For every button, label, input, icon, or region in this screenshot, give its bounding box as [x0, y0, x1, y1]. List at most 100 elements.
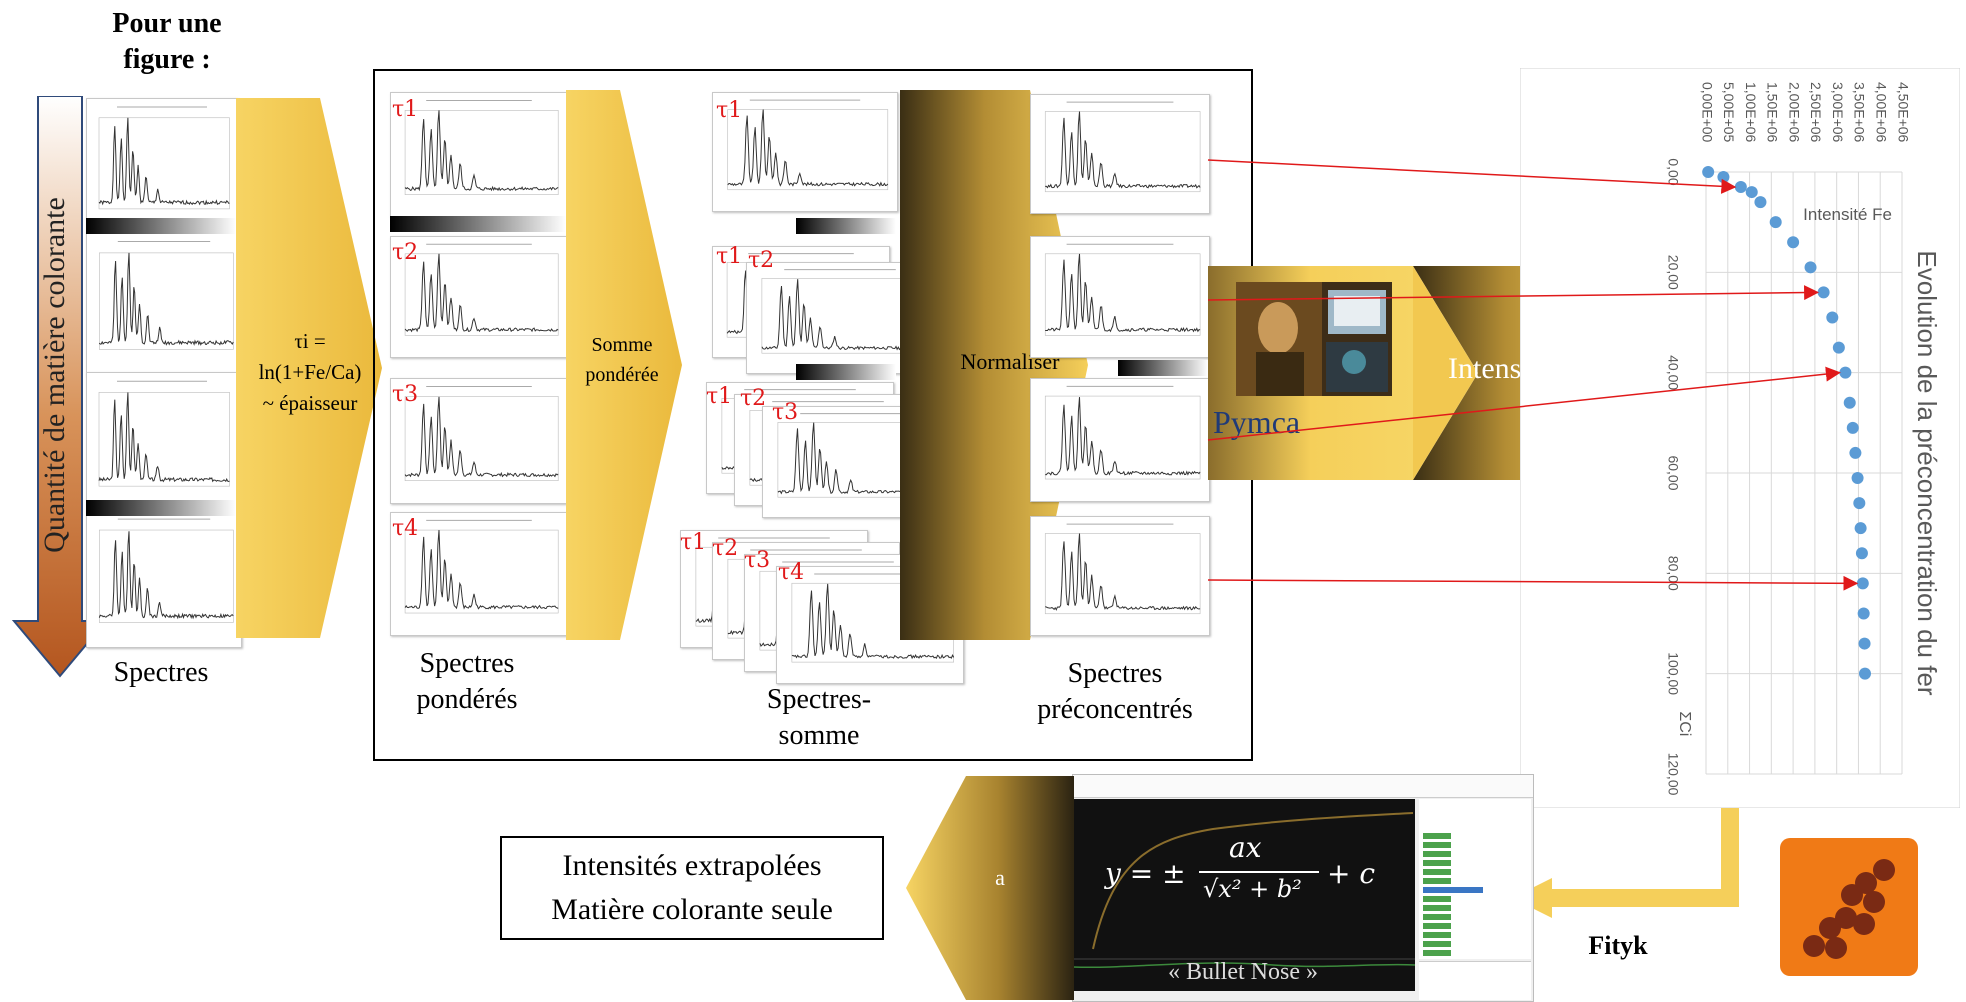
y-tick-label: 120,00 [1665, 753, 1681, 796]
y-tick-label: 40,00 [1665, 355, 1681, 390]
y-tick-label: 20,00 [1665, 255, 1681, 290]
fityk-plot: y = ± ax √x² + b² + c « Bullet Nose » [1073, 799, 1415, 991]
pymca-photo [1236, 282, 1392, 396]
weight-gradient-bar [796, 364, 896, 380]
connector-arrow [1207, 159, 1737, 194]
weight-gradient-bar [86, 218, 236, 234]
tau-label: τ4 [778, 560, 805, 585]
result-line-1: Intensités extrapolées [562, 849, 822, 882]
tau-label: τ2 [748, 248, 775, 273]
tau-label: τ1 [706, 384, 733, 409]
fityk-label: Fityk [1588, 931, 1648, 960]
data-point [1854, 522, 1867, 535]
data-point [1769, 216, 1782, 229]
fityk-window: y = ± ax √x² + b² + c « Bullet Nose » [1072, 774, 1534, 1002]
connector-arrow [1207, 366, 1841, 441]
pymca-label: Pymca [1213, 404, 1301, 440]
input-spectrum [86, 372, 238, 512]
quantity-arrow [11, 96, 109, 678]
tau-label: τ3 [744, 548, 771, 573]
preconcentrated-spectrum [1030, 236, 1210, 358]
tau-label: τ2 [392, 240, 419, 265]
formula-name: « Bullet Nose » [1168, 959, 1318, 985]
list-item [1423, 851, 1451, 857]
data-point [1857, 607, 1870, 620]
formula-rhs: + c [1327, 857, 1376, 890]
data-point [1851, 472, 1864, 485]
list-item [1423, 914, 1451, 920]
label-spectres-preconcentres: Spectres préconcentrés [1037, 658, 1193, 725]
legend-entry: Intensité Fe [1803, 205, 1892, 224]
intro-title: Pour une figure : [112, 8, 222, 75]
tau-label: τ4 [392, 516, 419, 541]
x-tick-label: 0,00E+00 [1699, 82, 1715, 143]
tau-label: τ1 [716, 98, 743, 123]
x-tick-label: 3,50E+06 [1852, 82, 1868, 143]
list-item [1423, 896, 1451, 902]
data-point [1858, 637, 1871, 650]
data-point [1787, 236, 1800, 249]
data-point [1839, 366, 1852, 379]
connector-arrow [1207, 575, 1859, 591]
data-point [1754, 196, 1767, 209]
tau-label: τ2 [712, 536, 739, 561]
list-item [1423, 950, 1451, 956]
fe-chart: 0,00E+00 5,00E+05 1,00E+06 1,50E+06 2,00E+06… [1520, 68, 1960, 808]
sum-arrow [566, 90, 682, 640]
preconcentrated-spectrum [1030, 516, 1210, 636]
weighted-spectrum [390, 92, 568, 218]
tau-label: τ2 [740, 386, 767, 411]
formula: y = ± ax √x² + b² + c [1105, 829, 1405, 919]
sum-spectrum [712, 92, 898, 212]
input-spectrum [86, 510, 242, 648]
result-box: Intensités extrapolées Matière colorante… [500, 836, 884, 940]
preconcentrated-spectrum [1030, 94, 1210, 214]
x-tick-label: 1,00E+06 [1743, 82, 1759, 143]
tau-label: τ1 [716, 244, 743, 269]
x-tick-label: 2,50E+06 [1808, 82, 1824, 143]
fit-label: a [995, 865, 1005, 890]
list-item [1423, 869, 1451, 875]
chart-title: Evolution de la préconcentration du fer [1912, 250, 1942, 696]
weighted-spectrum [390, 236, 568, 358]
normalize-arrow [900, 90, 1088, 640]
weight-gradient-bar [1118, 360, 1208, 376]
y-tick-label: 100,00 [1665, 652, 1681, 695]
tau-label: τ1 [392, 97, 419, 122]
data-point [1843, 396, 1856, 409]
data-point [1734, 181, 1747, 194]
data-point [1853, 497, 1866, 510]
tau-label: τ3 [772, 400, 799, 425]
label-spectres-ponderes: Spectres pondérés [416, 648, 518, 715]
data-point [1858, 667, 1871, 680]
x-tick-label: 4,50E+06 [1895, 82, 1911, 143]
data-point [1817, 286, 1830, 299]
data-point [1702, 166, 1715, 178]
preconcentrated-spectrum [1030, 378, 1210, 502]
list-item [1423, 878, 1451, 884]
weighted-spectrum [390, 378, 568, 504]
list-item [1423, 842, 1451, 848]
data-point [1856, 577, 1869, 590]
tau-label: τ3 [392, 382, 419, 407]
list-item [1423, 833, 1451, 839]
list-item [1423, 905, 1451, 911]
data-point [1826, 311, 1839, 324]
data-point [1832, 341, 1845, 354]
tau-label: τ1 [680, 530, 707, 555]
weight-gradient-bar [796, 218, 896, 234]
formula-lhs: y = ± [1105, 857, 1186, 890]
fityk-logo-icon [1780, 838, 1918, 976]
tau-arrow [236, 98, 382, 638]
connector-arrow [1207, 285, 1820, 301]
data-point [1745, 186, 1758, 199]
x-tick-label: 3,00E+06 [1830, 82, 1846, 143]
weighted-spectrum [390, 512, 568, 636]
formula-numerator: ax [1229, 831, 1262, 864]
weight-gradient-bar [86, 500, 236, 516]
label-spectres-somme: Spectres- somme [766, 684, 872, 751]
formula-denominator: √x² + b² [1203, 875, 1302, 903]
input-spectrum [86, 98, 238, 234]
data-point [1855, 547, 1868, 560]
